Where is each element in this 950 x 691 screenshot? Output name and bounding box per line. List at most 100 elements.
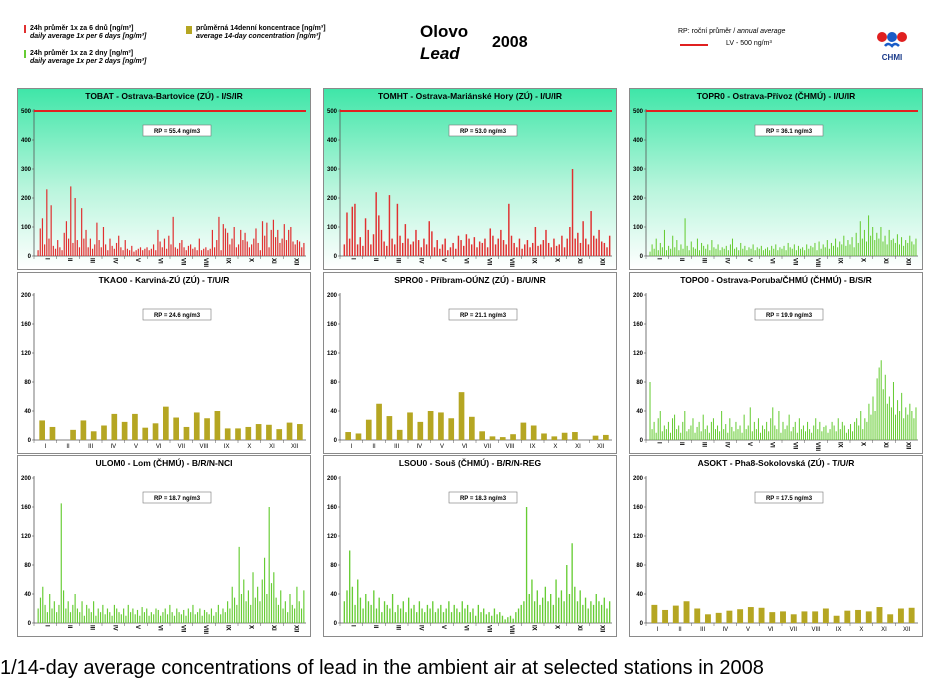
data-bar: [747, 607, 754, 623]
data-bar: [109, 612, 111, 624]
data-bar: [87, 247, 89, 256]
data-bar: [756, 247, 758, 256]
legend-green-swatch: [24, 50, 26, 58]
data-bar: [865, 611, 872, 623]
data-bar: [343, 244, 346, 256]
y-tick-label: 300: [633, 167, 644, 173]
y-tick-label: 0: [28, 438, 32, 444]
data-bar: [870, 235, 872, 256]
data-bar: [684, 411, 686, 440]
data-bar: [268, 247, 270, 256]
data-bar: [56, 612, 58, 624]
data-bar: [569, 227, 571, 256]
data-bar: [769, 612, 776, 624]
data-bar: [661, 431, 663, 440]
data-bar: [861, 238, 863, 256]
data-bar: [669, 432, 671, 440]
data-bar: [70, 186, 72, 256]
data-bar: [740, 242, 742, 256]
data-bar: [905, 407, 907, 441]
legend-red-line2: daily average 1x per 6 days [ng/m³]: [30, 33, 147, 40]
data-bar: [683, 601, 690, 623]
data-bar: [386, 245, 388, 256]
data-bar: [494, 244, 497, 256]
x-tick-label: III: [395, 258, 401, 263]
rp-box: [142, 491, 212, 504]
data-bar: [888, 396, 890, 440]
data-bar: [700, 431, 702, 440]
data-bar: [297, 424, 303, 440]
data-bar: [899, 411, 901, 440]
data-bar: [276, 429, 283, 441]
data-bar: [539, 604, 541, 624]
data-bar: [835, 431, 837, 440]
data-bar: [760, 245, 762, 256]
data-bar: [841, 421, 843, 441]
data-bar: [500, 229, 502, 256]
data-bar: [72, 242, 74, 256]
data-bar: [713, 247, 715, 256]
rp-box: [448, 491, 518, 504]
x-tick-label: XI: [270, 258, 276, 264]
data-bar: [776, 429, 778, 441]
data-bar: [555, 579, 557, 623]
data-bar: [272, 219, 275, 256]
data-bar: [792, 426, 794, 440]
data-bar: [884, 235, 886, 256]
x-tick-label: VI: [462, 444, 468, 450]
data-bar: [911, 411, 913, 440]
data-bar: [510, 434, 516, 440]
data-bar: [818, 241, 820, 256]
y-tick-label: 0: [640, 621, 644, 627]
data-bar: [903, 245, 905, 256]
data-bar: [298, 601, 300, 623]
data-bar: [608, 601, 611, 623]
data-bar: [571, 169, 574, 256]
data-bar: [375, 192, 377, 256]
data-bar: [579, 590, 581, 624]
data-bar: [261, 579, 263, 623]
data-bar: [470, 244, 473, 256]
data-bar: [651, 429, 653, 441]
data-bar: [397, 604, 399, 624]
data-bar: [346, 212, 348, 256]
data-bar: [734, 248, 736, 256]
data-bar: [727, 250, 729, 256]
x-tick-label: IX: [225, 258, 231, 264]
data-bar: [790, 431, 792, 440]
data-bar: [275, 597, 277, 624]
x-tick-label: IV: [723, 442, 729, 448]
data-bar: [282, 608, 284, 623]
data-bar: [659, 242, 661, 256]
data-bar: [59, 247, 61, 256]
panel-7: ULOM0 - Lom (ČHMÚ) - B/R/N-NCI 0 40 80 120 16…: [17, 455, 311, 637]
rp-box: [754, 124, 824, 137]
data-bar: [774, 425, 776, 440]
x-tick-label: XII: [597, 444, 605, 450]
y-tick-label: 0: [334, 621, 338, 627]
data-bar: [684, 218, 686, 256]
data-bar: [266, 222, 268, 256]
data-bar: [550, 594, 552, 623]
data-bar: [227, 601, 229, 623]
data-bar: [866, 421, 868, 441]
data-bar: [552, 604, 555, 624]
data-bar: [717, 425, 719, 440]
y-tick-label: 0: [334, 254, 338, 260]
data-bar: [515, 612, 517, 624]
data-bar: [96, 222, 98, 256]
data-bar: [764, 429, 766, 441]
data-bar: [122, 250, 124, 256]
data-bar: [762, 250, 764, 256]
data-bar: [911, 241, 913, 256]
data-bar: [116, 608, 118, 623]
data-bar: [480, 612, 482, 624]
data-bar: [52, 245, 54, 256]
x-tick-label: VII: [791, 258, 797, 266]
data-bar: [855, 609, 861, 623]
data-bar: [692, 247, 694, 256]
legend-olive-line2: average 14-day concentration [ng/m³]: [196, 33, 321, 40]
data-bar: [771, 245, 773, 256]
legend-olive-line1: průměrná 14denní koncentrace [ng/m³]: [196, 25, 326, 32]
data-bar: [856, 418, 858, 440]
